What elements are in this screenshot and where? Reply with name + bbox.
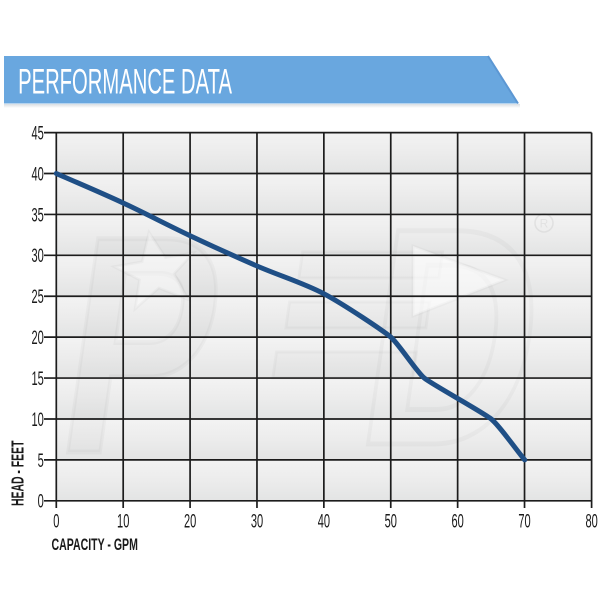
svg-text:40: 40: [32, 164, 44, 185]
svg-text:30: 30: [251, 512, 263, 533]
svg-text:80: 80: [585, 512, 597, 533]
svg-text:20: 20: [184, 512, 196, 533]
svg-text:CAPACITY - GPM: CAPACITY - GPM: [52, 535, 138, 554]
svg-text:15: 15: [32, 369, 44, 390]
svg-text:60: 60: [451, 512, 463, 533]
svg-text:0: 0: [38, 492, 44, 513]
svg-text:35: 35: [32, 205, 44, 226]
svg-text:45: 45: [32, 124, 44, 145]
svg-text:10: 10: [32, 410, 44, 431]
svg-text:50: 50: [385, 512, 397, 533]
svg-text:70: 70: [518, 512, 530, 533]
svg-text:PERFORMANCE DATA: PERFORMANCE DATA: [18, 63, 232, 102]
svg-text:30: 30: [32, 246, 44, 267]
svg-text:5: 5: [38, 451, 44, 472]
svg-text:10: 10: [117, 512, 129, 533]
svg-text:25: 25: [32, 287, 44, 308]
svg-text:HEAD - FEET: HEAD - FEET: [9, 440, 28, 506]
svg-text:R: R: [540, 217, 549, 231]
svg-text:40: 40: [318, 512, 330, 533]
svg-text:0: 0: [53, 512, 59, 533]
svg-text:20: 20: [32, 328, 44, 349]
